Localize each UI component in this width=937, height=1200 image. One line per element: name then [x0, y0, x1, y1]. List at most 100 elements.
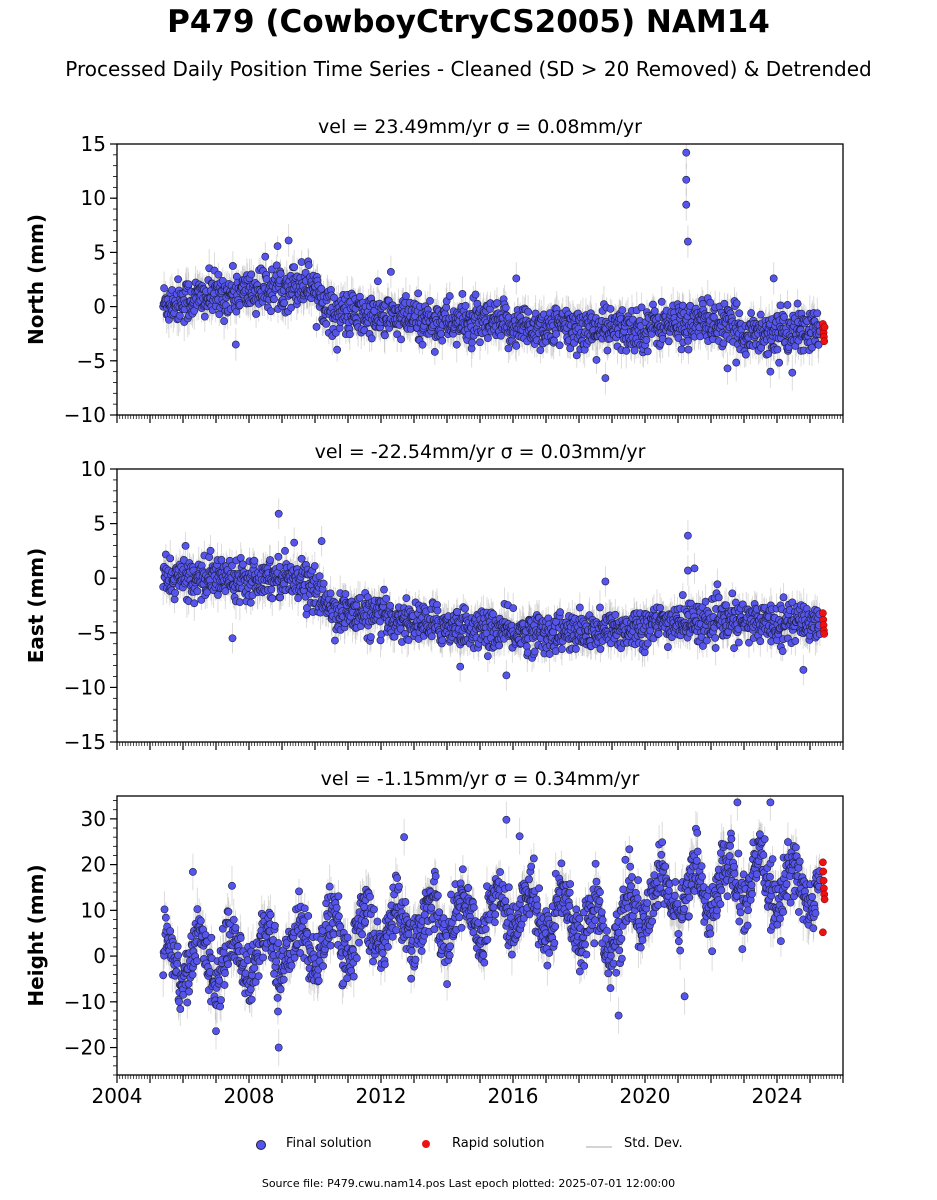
data-point	[814, 340, 823, 349]
outlier-point	[231, 340, 240, 349]
panel-title-east: vel = -22.54mm/yr σ = 0.03mm/yr	[315, 441, 646, 463]
data-point	[468, 338, 476, 347]
data-point	[630, 346, 639, 355]
data-point	[677, 345, 686, 354]
data-point	[214, 591, 222, 599]
ylabel-east: East (mm)	[24, 548, 48, 664]
data-point	[684, 345, 693, 354]
data-north	[159, 144, 829, 395]
rapid-point	[820, 323, 829, 332]
data-point	[160, 284, 168, 293]
ylabel-north: North (mm)	[24, 214, 48, 345]
page-subtitle: Processed Daily Position Time Series - C…	[65, 57, 872, 81]
data-point	[330, 293, 338, 302]
data-point	[678, 301, 687, 310]
data-point	[360, 326, 369, 335]
data-point	[512, 341, 521, 350]
data-point	[813, 309, 822, 318]
data-point	[214, 270, 223, 279]
data-point	[793, 299, 802, 308]
data-point	[200, 312, 209, 321]
data-point	[622, 346, 631, 355]
data-point	[270, 295, 278, 303]
data-point	[170, 595, 179, 604]
data-point	[171, 588, 179, 597]
data-point	[572, 351, 581, 360]
data-point	[438, 336, 447, 345]
panel-east: vel = -22.54mm/yr σ = 0.03mm/yr East (mm)…	[24, 441, 844, 754]
data-point	[272, 261, 281, 270]
data-point	[397, 335, 405, 344]
data-point	[555, 341, 564, 350]
data-point	[775, 358, 784, 367]
data-point	[603, 346, 612, 355]
ytick-label: 5	[93, 240, 106, 264]
data-point	[552, 330, 561, 338]
data-point	[720, 299, 729, 308]
outlier-point	[723, 364, 732, 373]
outlier-point	[682, 175, 691, 184]
data-point	[304, 261, 313, 270]
data-point	[367, 334, 376, 343]
data-point	[287, 303, 296, 312]
outlier-point	[769, 274, 778, 283]
panel-north: vel = 23.49mm/yr σ = 0.08mm/yr North (mm)…	[24, 116, 844, 427]
data-point	[312, 323, 321, 331]
data-point	[657, 297, 666, 306]
data-point	[193, 587, 202, 596]
data-point	[780, 313, 788, 321]
data-point	[524, 307, 533, 316]
outlier-point	[682, 200, 691, 209]
data-point	[649, 300, 657, 309]
data-point	[773, 345, 782, 354]
data-point	[735, 309, 744, 318]
data-point	[380, 331, 389, 340]
data-point	[650, 307, 659, 316]
data-point	[345, 330, 354, 339]
data-east	[159, 498, 829, 691]
data-point	[317, 284, 326, 293]
data-point	[445, 292, 454, 300]
data-point	[764, 349, 773, 358]
data-point	[280, 299, 289, 307]
ytick-label: 15	[81, 132, 106, 156]
page-title: P479 (CowboyCtryCS2005) NAM14	[167, 4, 770, 40]
data-point	[393, 330, 402, 339]
data-point	[592, 356, 601, 364]
data-point	[267, 307, 275, 316]
outlier-point	[684, 237, 692, 246]
data-point	[247, 270, 256, 279]
data-point	[732, 299, 741, 308]
data-point	[606, 304, 615, 313]
data-point	[273, 242, 282, 251]
data-point	[501, 303, 510, 312]
rapid-point	[820, 337, 829, 346]
ytick-label: 10	[81, 186, 106, 210]
data-point	[732, 358, 741, 367]
data-point	[426, 296, 434, 305]
data-point	[322, 319, 331, 328]
ytick-label: 0	[93, 295, 106, 319]
data-point	[458, 290, 467, 298]
data-point	[788, 368, 797, 377]
panel-title-north: vel = 23.49mm/yr σ = 0.08mm/yr	[318, 116, 642, 138]
data-point	[719, 339, 728, 348]
data-point	[674, 334, 683, 342]
data-point	[756, 310, 765, 319]
data-point	[643, 347, 652, 356]
data-point	[206, 546, 215, 555]
data-point	[290, 263, 299, 272]
data-point	[664, 337, 673, 346]
data-point	[333, 345, 342, 354]
data-point	[166, 554, 175, 563]
data-point	[706, 298, 715, 307]
data-point	[402, 292, 410, 300]
data-point	[483, 334, 492, 343]
data-point	[642, 336, 651, 344]
data-point	[217, 555, 226, 564]
outlier-point	[284, 236, 293, 245]
data-point	[566, 344, 575, 353]
data-point	[536, 346, 545, 355]
data-point	[235, 301, 244, 309]
